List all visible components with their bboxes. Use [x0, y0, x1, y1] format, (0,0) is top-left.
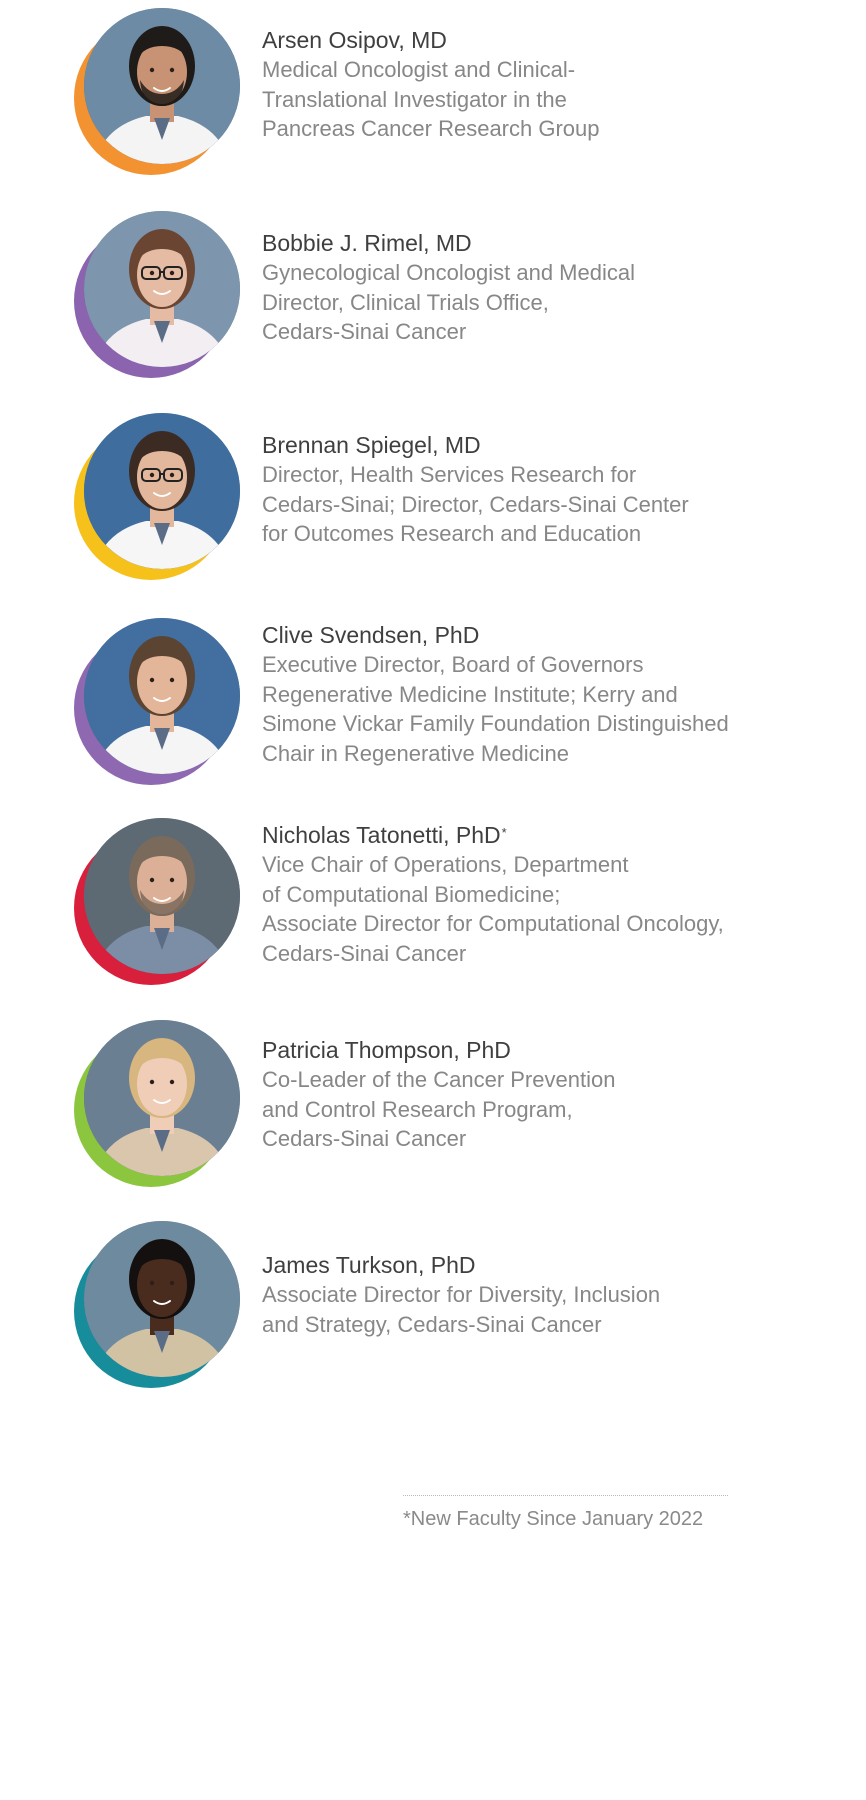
avatar [74, 1221, 242, 1389]
avatar [74, 618, 242, 786]
faculty-info: Clive Svendsen, PhD Executive Director, B… [262, 620, 822, 768]
faculty-title-line: Simone Vickar Family Foundation Distingu… [262, 711, 729, 737]
portrait-photo [84, 618, 240, 774]
faculty-title-line: for Outcomes Research and Education [262, 521, 642, 547]
faculty-title-line: Cedars-Sinai Cancer [262, 319, 467, 345]
faculty-title-line: Cedars-Sinai; Director, Cedars-Sinai Cen… [262, 491, 689, 517]
faculty-name-text: James Turkson, PhD [262, 1252, 476, 1278]
faculty-info: Bobbie J. Rimel, MD Gynecological Oncolog… [262, 228, 822, 347]
portrait-photo [84, 818, 240, 974]
avatar [74, 8, 242, 176]
new-faculty-marker: * [501, 825, 507, 840]
faculty-title-line: and Control Research Program, [262, 1096, 573, 1122]
faculty-title-line: Medical Oncologist and Clinical- [262, 57, 576, 82]
faculty-title-line: Chair in Regenerative Medicine [262, 740, 569, 766]
faculty-title-line: Regenerative Medicine Institute; Kerry a… [262, 681, 678, 707]
avatar [74, 211, 242, 379]
faculty-info: Patricia Thompson, PhD Co-Leader of the C… [262, 1035, 822, 1154]
faculty-name: Bobbie J. Rimel, MD [262, 228, 822, 258]
faculty-title-line: Cedars-Sinai Cancer [262, 940, 467, 966]
faculty-title-line: Vice Chair of Operations, Department [262, 852, 629, 877]
avatar [74, 413, 242, 581]
faculty-title-line: Co-Leader of the Cancer Prevention [262, 1067, 616, 1092]
portrait-photo [84, 1221, 240, 1377]
faculty-title-line: Associate Director for Computational Onc… [262, 911, 724, 937]
faculty-title-line: Director, Health Services Research for [262, 462, 637, 487]
faculty-name: Clive Svendsen, PhD [262, 620, 822, 650]
faculty-name: Arsen Osipov, MD [262, 25, 822, 55]
faculty-name: Brennan Spiegel, MD [262, 430, 822, 460]
faculty-info: Nicholas Tatonetti, PhD* Vice Chair of Op… [262, 820, 822, 968]
faculty-info: Arsen Osipov, MD Medical Oncologist and C… [262, 25, 822, 144]
faculty-name-text: Bobbie J. Rimel, MD [262, 230, 472, 256]
portrait-photo [84, 211, 240, 367]
faculty-title-line: Associate Director for Diversity, Inclus… [262, 1282, 661, 1307]
faculty-name-text: Patricia Thompson, PhD [262, 1037, 511, 1063]
faculty-title-line: Gynecological Oncologist and Medical [262, 260, 635, 285]
faculty-title-line: Pancreas Cancer Research Group [262, 116, 600, 142]
faculty-name-text: Brennan Spiegel, MD [262, 432, 481, 458]
avatar [74, 1020, 242, 1188]
portrait-photo [84, 8, 240, 164]
faculty-title-line: of Computational Biomedicine; [262, 881, 561, 907]
faculty-title-line: and Strategy, Cedars-Sinai Cancer [262, 1311, 602, 1337]
faculty-info: Brennan Spiegel, MD Director, Health Serv… [262, 430, 822, 549]
avatar [74, 818, 242, 986]
faculty-info: James Turkson, PhD Associate Director for… [262, 1250, 822, 1339]
faculty-name: Nicholas Tatonetti, PhD* [262, 820, 822, 850]
faculty-name-text: Clive Svendsen, PhD [262, 622, 480, 648]
faculty-title-line: Translational Investigator in the [262, 86, 567, 112]
faculty-name: James Turkson, PhD [262, 1250, 822, 1280]
faculty-title-line: Executive Director, Board of Governors [262, 652, 644, 677]
faculty-name: Patricia Thompson, PhD [262, 1035, 822, 1065]
portrait-photo [84, 413, 240, 569]
footnote: *New Faculty Since January 2022 [403, 1508, 704, 1530]
faculty-title-line: Director, Clinical Trials Office, [262, 289, 549, 315]
portrait-photo [84, 1020, 240, 1176]
faculty-name-text: Nicholas Tatonetti, PhD [262, 822, 501, 848]
faculty-name-text: Arsen Osipov, MD [262, 27, 447, 53]
faculty-title-line: Cedars-Sinai Cancer [262, 1126, 467, 1152]
footnote-divider [403, 1495, 728, 1496]
